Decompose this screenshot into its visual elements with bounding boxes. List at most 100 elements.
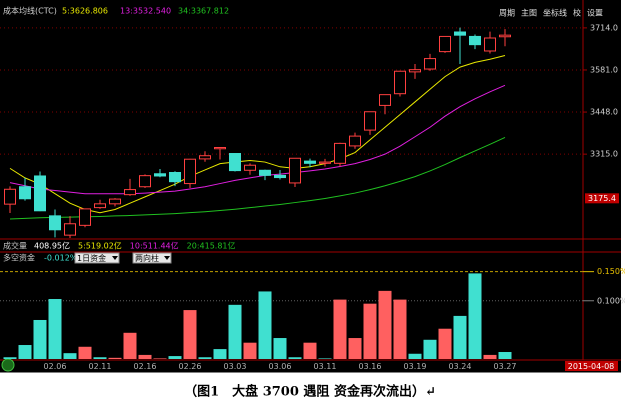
candle-body xyxy=(289,157,301,184)
legend-entry: 13:3532.540 xyxy=(120,7,171,16)
x-tick-label: 03.06 xyxy=(269,362,292,371)
date-badge-box xyxy=(565,361,618,371)
bar xyxy=(498,352,512,359)
bar xyxy=(423,339,437,359)
caption: （图1 大盘 3700 遇阻 资金再次流出）↵ xyxy=(184,384,436,400)
toolbar-button[interactable]: 周期 xyxy=(499,9,515,18)
bar xyxy=(318,358,332,359)
y-tick-label: 3714.0 xyxy=(590,23,618,32)
candle-body xyxy=(439,35,451,53)
dropdown[interactable] xyxy=(132,252,172,264)
bar xyxy=(18,345,32,359)
toolbar-button[interactable]: 校 xyxy=(573,8,581,18)
bar xyxy=(243,342,257,359)
candle-body xyxy=(79,208,91,226)
chart-title: 成本均线(CTC) xyxy=(3,6,57,16)
bar xyxy=(273,338,287,359)
bar xyxy=(123,332,137,359)
bar xyxy=(348,338,362,359)
toolbar-button[interactable]: 主图 xyxy=(521,8,537,18)
candle-body xyxy=(349,135,361,147)
dropdown-label[interactable]: 1日资金 xyxy=(77,253,106,263)
bar xyxy=(48,299,62,359)
x-tick-label: 03.19 xyxy=(404,362,427,371)
bar xyxy=(378,290,392,359)
volume-label: 成交量 xyxy=(3,241,27,251)
x-tick-label: 02.06 xyxy=(44,362,67,371)
toolbar-button[interactable]: 坐标线 xyxy=(543,8,567,18)
candle-body xyxy=(49,215,61,231)
bar xyxy=(108,357,122,359)
candle-body xyxy=(424,58,436,70)
bar xyxy=(138,354,152,359)
flow-title: 多空资金 xyxy=(3,253,35,263)
ma-line xyxy=(9,84,506,195)
candle-body xyxy=(469,35,481,46)
y-tick-label: 3315.0 xyxy=(590,150,618,159)
candle-body xyxy=(124,189,136,196)
bar xyxy=(468,273,482,359)
candle-body xyxy=(274,174,286,179)
candle-body xyxy=(319,161,331,164)
candle-body xyxy=(409,69,421,73)
candle-body xyxy=(334,142,346,164)
bar xyxy=(393,299,407,359)
x-tick-label: 03.24 xyxy=(449,362,472,371)
bar xyxy=(63,353,77,359)
volume-item: 408.95亿 xyxy=(34,241,70,251)
candle-body xyxy=(34,175,46,212)
bar xyxy=(333,299,347,359)
bar xyxy=(198,357,212,359)
dropdown-arrow xyxy=(112,256,118,260)
legend-entry: 5:3626.806 xyxy=(62,7,108,16)
y-tick-label: 3581.0 xyxy=(590,65,618,74)
x-tick-label: 02.11 xyxy=(89,362,112,371)
bar xyxy=(78,346,92,359)
candle-body xyxy=(109,198,121,205)
chart-background xyxy=(0,0,621,373)
candle-body xyxy=(244,164,256,171)
date-badge: 2015-04-08 xyxy=(568,362,615,371)
y-tick-label: 3448.0 xyxy=(590,108,618,117)
x-tick-label: 02.16 xyxy=(134,362,157,371)
candle-body xyxy=(154,173,166,177)
price-marker-box xyxy=(585,193,619,204)
volume-item: 20:415.81亿 xyxy=(187,241,236,251)
app-icon xyxy=(1,358,15,372)
frame-bottom xyxy=(0,372,621,373)
bar xyxy=(363,303,377,359)
candle-body xyxy=(484,37,496,52)
bar xyxy=(288,357,302,359)
toolbar-button[interactable]: 设置 xyxy=(587,8,603,18)
flow-value: -0.012% xyxy=(44,254,78,263)
candle-body xyxy=(454,31,466,36)
bar xyxy=(453,315,467,359)
candle-body xyxy=(184,158,196,185)
ma-line xyxy=(9,54,506,214)
volume-item: 5:519.02亿 xyxy=(78,241,122,251)
bar xyxy=(153,358,167,359)
volume-item: 10:511.44亿 xyxy=(130,241,179,251)
bar xyxy=(93,357,107,359)
bar xyxy=(3,357,17,359)
price-marker-label: 3175.4 xyxy=(588,194,616,203)
candle-body xyxy=(4,188,16,205)
bar xyxy=(483,354,497,359)
y-tick-label: 0.150% xyxy=(597,267,625,276)
candle-body xyxy=(139,175,151,188)
ma-line xyxy=(9,136,506,220)
candle-body xyxy=(394,70,406,95)
bar xyxy=(228,304,242,359)
dropdown[interactable] xyxy=(74,252,120,264)
candle-body xyxy=(64,223,76,236)
candle-body xyxy=(19,186,31,200)
y-tick-label: 0.100% xyxy=(597,296,625,305)
dropdown-label[interactable]: 两向柱 xyxy=(135,253,159,263)
candle-body xyxy=(214,146,226,150)
dropdown-arrow xyxy=(164,256,170,260)
x-tick-label: 03.27 xyxy=(494,362,517,371)
bar xyxy=(408,353,422,359)
bar xyxy=(303,342,317,359)
bar xyxy=(168,356,182,359)
